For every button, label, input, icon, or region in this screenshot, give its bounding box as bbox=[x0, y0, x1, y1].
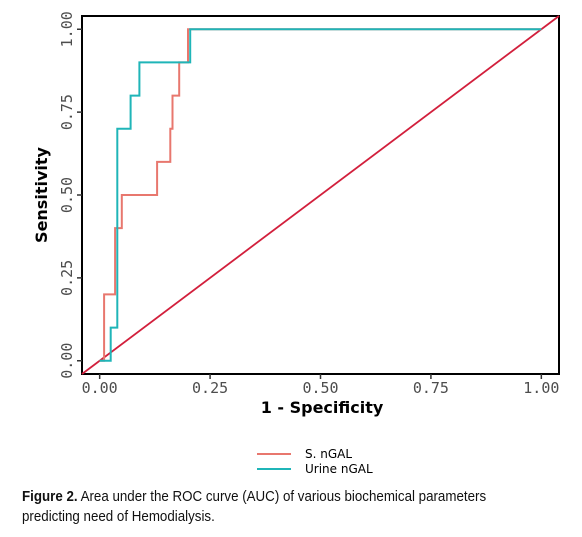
y-tick-label: 0.25 bbox=[58, 260, 76, 296]
y-axis-title: Sensitivity bbox=[32, 146, 51, 242]
x-tick-label: 0.00 bbox=[82, 379, 118, 397]
caption-text: Area under the ROC curve (AUC) of variou… bbox=[22, 489, 487, 525]
y-tick-label: 0.50 bbox=[58, 177, 76, 213]
series-line-urine-ngal bbox=[99, 28, 542, 362]
y-tick-label: 0.00 bbox=[58, 343, 76, 379]
x-tick-label: 1.00 bbox=[523, 379, 559, 397]
x-tick-label: 0.50 bbox=[302, 379, 338, 397]
y-tick-label: 1.00 bbox=[58, 11, 76, 47]
x-tick-label: 0.25 bbox=[192, 379, 228, 397]
legend-label: Urine nGAL bbox=[305, 462, 373, 476]
figure-caption: Figure 2. Area under the ROC curve (AUC)… bbox=[22, 487, 534, 527]
x-axis-title: 1 - Specificity bbox=[261, 398, 384, 417]
roc-chart: 0.00 0.25 0.50 0.75 1.00 0.00 0.25 0.50 0.75 1.0… bbox=[32, 11, 560, 476]
y-tick-label: 0.75 bbox=[58, 94, 76, 130]
reference-diagonal-line bbox=[81, 15, 560, 375]
caption-label: Figure 2. bbox=[22, 489, 78, 505]
x-tick-label: 0.75 bbox=[413, 379, 449, 397]
legend-label: S. nGAL bbox=[305, 447, 352, 461]
